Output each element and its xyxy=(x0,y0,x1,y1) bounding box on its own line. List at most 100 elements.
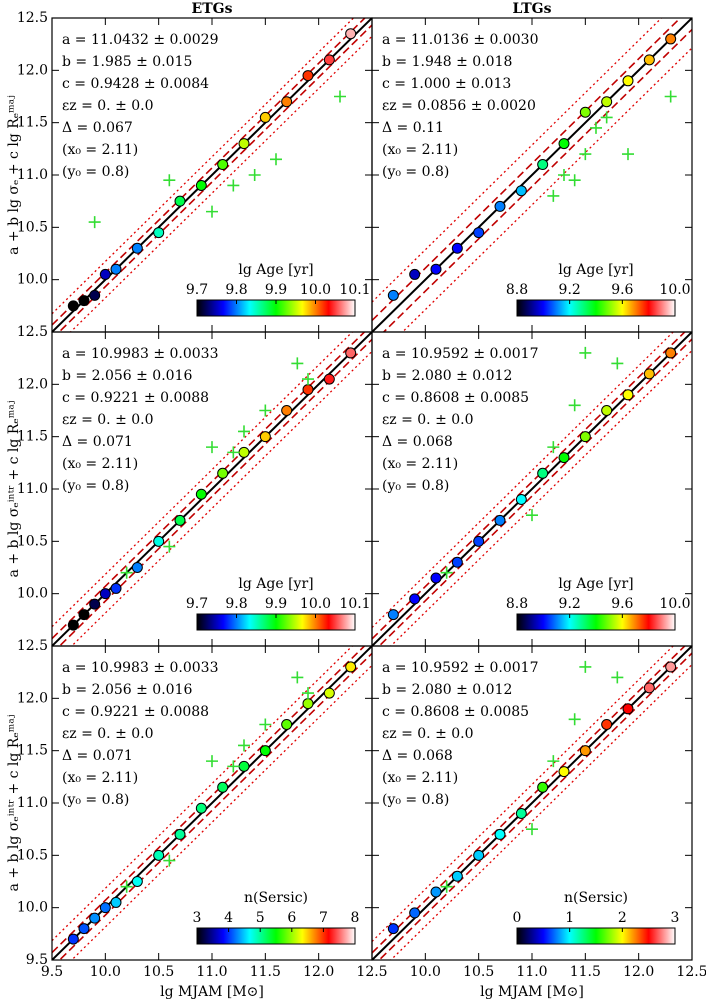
y-axis-label: a + b lg σₑⁱⁿᵗʳ + c lg Rₑᵐᵃʲ xyxy=(6,715,22,892)
y-axis-label: a + b lg σₑⁱⁿᵗʳ + c lg Rₑᵐᵃʲ xyxy=(6,401,22,578)
fit-line xyxy=(372,18,692,332)
outlier xyxy=(547,441,560,454)
colorbar-tick-label: 9.9 xyxy=(265,282,287,298)
data-point xyxy=(217,159,229,171)
fit-annotation: εz = 0. ± 0.0 xyxy=(62,726,154,742)
x-tick-label: 12.5 xyxy=(356,964,387,980)
fit-annotation: c = 0.9428 ± 0.0084 xyxy=(62,76,209,92)
fit-line xyxy=(58,338,372,646)
outlier xyxy=(120,880,133,893)
outlier xyxy=(238,425,250,438)
data-point xyxy=(665,661,677,673)
colorbar-tick-label: 3 xyxy=(671,910,680,926)
data-point xyxy=(67,933,79,945)
fit-annotation: Δ = 0.068 xyxy=(382,434,453,450)
y-tick-label: 10.0 xyxy=(17,272,48,288)
colorbar-tick-label: 9.6 xyxy=(611,282,633,298)
data-point xyxy=(302,384,314,396)
colorbar-tick-label: 9.8 xyxy=(225,282,247,298)
fit-annotation: (x₀ = 2.11) xyxy=(62,456,138,472)
colorbar-tick-label: 10.0 xyxy=(300,596,331,612)
y-tick-label: 12.0 xyxy=(17,62,48,78)
fit-annotation: a = 11.0432 ± 0.0029 xyxy=(62,32,219,48)
colorbar-tick-label: 9.6 xyxy=(611,596,633,612)
x-tick-label: 12.0 xyxy=(303,964,334,980)
data-point xyxy=(601,96,613,108)
fit-annotation: c = 0.8608 ± 0.0085 xyxy=(382,390,529,406)
y-tick-label: 12.5 xyxy=(17,638,48,654)
data-point xyxy=(99,902,111,914)
data-point xyxy=(345,28,357,40)
colorbar-tick-label: 6 xyxy=(287,910,296,926)
colorbar-tick-label: 4 xyxy=(224,910,233,926)
data-point xyxy=(579,431,591,443)
data-point xyxy=(451,556,463,568)
fit-annotation: a = 10.9592 ± 0.0017 xyxy=(382,346,539,362)
fit-annotation: a = 10.9983 ± 0.0033 xyxy=(62,346,219,362)
outlier xyxy=(227,446,240,459)
data-point xyxy=(494,514,506,526)
data-point xyxy=(78,923,90,935)
fit-annotation: Δ = 0.067 xyxy=(62,120,133,136)
panel: 10.0 10.5 11.0 11.5 12.0 12.5 ETGs a + b lg σₑ … xyxy=(6,1,373,333)
colorbar-tick-label: 7 xyxy=(319,910,328,926)
data-point xyxy=(110,263,122,275)
outlier xyxy=(270,153,282,166)
colorbar-tick-label: 8.8 xyxy=(506,596,528,612)
data-point xyxy=(89,598,101,610)
plot-area xyxy=(52,332,372,646)
fit-annotation: εz = 0. ± 0.0 xyxy=(62,98,154,114)
data-point xyxy=(323,373,335,385)
data-point xyxy=(473,227,485,239)
fit-annotation: Δ = 0.071 xyxy=(62,434,133,450)
colorbar-tick-label: 9.7 xyxy=(186,282,208,298)
y-tick-label: 12.0 xyxy=(17,690,48,706)
outlier xyxy=(568,713,581,726)
data-point xyxy=(537,781,549,793)
data-point xyxy=(238,138,250,150)
fit-line xyxy=(52,646,366,954)
fit-line xyxy=(58,652,372,960)
data-point xyxy=(99,268,111,280)
data-point xyxy=(174,195,186,207)
data-point xyxy=(409,593,421,605)
data-point xyxy=(323,687,335,699)
panel: 9.5 10.0 10.5 11.0 11.5 12.0 12.5 9.5 10.0 10.5 11… xyxy=(6,638,388,1000)
data-point xyxy=(473,849,485,861)
data-point xyxy=(643,682,655,694)
data-point xyxy=(153,227,165,239)
outlier xyxy=(88,216,101,229)
outlier xyxy=(259,718,272,731)
plot-area xyxy=(52,18,372,332)
plot-area xyxy=(372,646,692,960)
fit-annotation: (y₀ = 0.8) xyxy=(382,164,449,180)
y-tick-label: 12.5 xyxy=(17,10,48,26)
fit-annotation: (y₀ = 0.8) xyxy=(382,792,449,808)
outlier xyxy=(238,739,250,752)
data-point xyxy=(174,514,186,526)
outlier xyxy=(206,755,218,768)
y-tick-label: 10.5 xyxy=(17,533,48,549)
outlier xyxy=(547,755,560,768)
outlier xyxy=(622,148,634,161)
fit-annotation: (x₀ = 2.11) xyxy=(382,456,458,472)
outlier xyxy=(227,760,240,773)
data-point xyxy=(537,159,549,171)
y-tick-label: 12.5 xyxy=(17,324,48,340)
fit-annotation: b = 1.985 ± 0.015 xyxy=(62,54,192,70)
x-tick-label: 10.0 xyxy=(410,964,441,980)
outlier xyxy=(259,404,272,417)
data-point xyxy=(281,96,293,108)
data-point xyxy=(601,719,613,730)
outlier xyxy=(302,373,314,386)
data-point xyxy=(259,111,271,123)
data-point xyxy=(601,405,613,416)
data-point xyxy=(153,535,165,547)
fit-annotation: (x₀ = 2.11) xyxy=(62,142,138,158)
outlier xyxy=(120,566,133,579)
data-point xyxy=(451,242,463,254)
data-point xyxy=(345,347,357,359)
data-point xyxy=(387,289,399,301)
fit-line xyxy=(372,332,686,640)
fit-annotation: a = 11.0136 ± 0.0030 xyxy=(382,32,539,48)
